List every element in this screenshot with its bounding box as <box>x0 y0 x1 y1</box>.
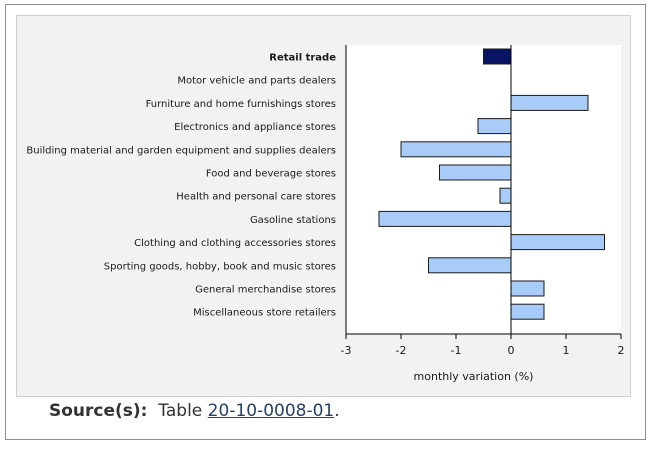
x-tick-label-0: -3 <box>341 344 352 357</box>
category-label-4: Building material and garden equipment a… <box>26 145 336 156</box>
bar-11 <box>510 303 545 320</box>
source-label: Source(s): <box>49 401 148 421</box>
category-label-0: Retail trade <box>269 53 336 64</box>
x-tick-label-2: -1 <box>451 344 462 357</box>
bar-5 <box>439 164 512 181</box>
bar-10 <box>510 280 545 297</box>
category-label-9: Sporting goods, hobby, book and music st… <box>104 261 336 272</box>
source-table-link[interactable]: 20-10-0008-01 <box>207 401 335 421</box>
x-tick-label-5: 2 <box>618 344 625 357</box>
category-label-7: Gasoline stations <box>250 215 336 226</box>
x-tick-label-3: 0 <box>508 344 515 357</box>
source-period: . <box>334 401 340 421</box>
bar-4 <box>400 141 512 158</box>
category-label-6: Health and personal care stores <box>176 192 336 203</box>
bar-0 <box>483 48 512 65</box>
bar-9 <box>428 257 512 274</box>
category-label-8: Clothing and clothing accessories stores <box>134 238 336 249</box>
category-label-1: Motor vehicle and parts dealers <box>177 76 336 87</box>
source-note: Source(s): Table 20-10-0008-01. <box>49 401 340 421</box>
bar-6 <box>499 187 512 204</box>
source-text: Table <box>158 401 203 421</box>
category-label-5: Food and beverage stores <box>206 169 336 180</box>
x-axis-title: monthly variation (%) <box>414 370 534 383</box>
x-tick-label-4: 1 <box>563 344 570 357</box>
category-label-3: Electronics and appliance stores <box>174 122 336 133</box>
bar-8 <box>510 234 605 251</box>
category-label-11: Miscellaneous store retailers <box>193 308 336 319</box>
bar-3 <box>477 118 512 135</box>
plot-area <box>346 45 621 334</box>
category-label-2: Furniture and home furnishings stores <box>146 99 336 110</box>
bar-2 <box>510 94 589 111</box>
category-label-10: General merchandise stores <box>195 285 336 296</box>
x-tick-label-1: -2 <box>396 344 407 357</box>
bar-7 <box>378 210 512 227</box>
